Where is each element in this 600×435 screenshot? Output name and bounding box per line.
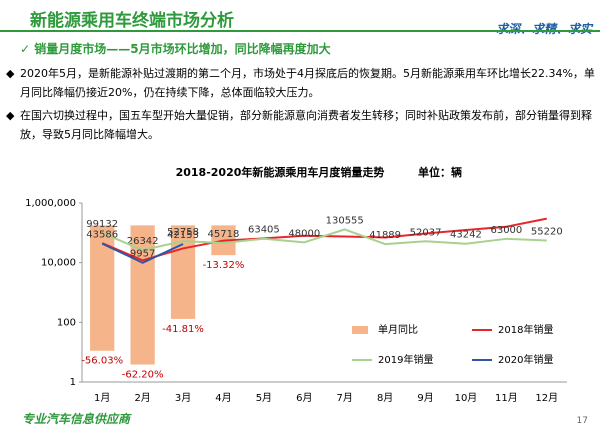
data-label: 55220 (531, 227, 563, 238)
bullet: 2020年5月，是新能源补贴过渡期的第二个月，市场处于4月探底后的恢复期。5月新… (6, 64, 600, 102)
data-label: 99132 (86, 219, 118, 230)
data-label: 45718 (208, 229, 240, 240)
data-label: 9957 (130, 249, 155, 260)
x-tick-label: 11月 (495, 392, 518, 404)
data-label: 43242 (450, 230, 482, 241)
data-label: 63000 (490, 225, 522, 236)
slogan: 求深、求精、求实 (495, 22, 592, 36)
subtitle: ✓ 销量月度市场——5月市场环比增加，同比降幅再度加大 (20, 42, 331, 56)
y-tick-label: 1 (70, 377, 76, 388)
x-tick-label: 9月 (417, 392, 433, 404)
legend-label: 单月同比 (378, 324, 418, 336)
legend-label: 2018年销量 (498, 323, 553, 336)
chart-title: 2018-2020年新能源乘用车月度销量走势 (176, 165, 385, 179)
x-tick-label: 7月 (337, 392, 353, 404)
y-tick-label: 1,000,000 (25, 198, 76, 209)
x-tick-label: 6月 (296, 392, 312, 404)
bullet: 在国六切换过程中，国五车型开始大量促销，部分新能源意向消费者发生转移；同时补贴政… (6, 106, 600, 144)
data-label: 43586 (86, 230, 118, 241)
x-tick-label: 5月 (256, 392, 272, 404)
data-label: 52037 (410, 227, 442, 238)
x-tick-label: 10月 (455, 392, 478, 404)
data-label: 26342 (127, 236, 159, 247)
divider (0, 30, 600, 32)
x-tick-label: 4月 (215, 392, 231, 404)
footer: 专业汽车信息供应商 (22, 412, 131, 426)
data-label: 52758 (167, 227, 199, 238)
line (101, 228, 547, 252)
bar-label: -13.32% (203, 260, 245, 271)
x-tick-label: 8月 (377, 392, 393, 404)
x-tick-label: 12月 (535, 392, 558, 404)
data-label: 130555 (326, 215, 364, 226)
chart-unit: 单位：辆 (418, 165, 462, 179)
y-tick-label: 100 (57, 317, 76, 328)
x-tick-label: 3月 (175, 392, 191, 404)
line (101, 242, 184, 264)
bar-label: -56.03% (81, 356, 123, 367)
bar-label: -41.81% (162, 324, 204, 335)
legend-label: 2020年销量 (498, 353, 553, 366)
subtitle-text: 销量月度市场——5月市场环比增加，同比降幅再度加大 (34, 42, 331, 56)
legend-label: 2019年销量 (378, 353, 433, 366)
y-tick-label: 10,000 (41, 258, 76, 269)
bar-label: -62.20% (122, 370, 164, 381)
page-number: 17 (576, 416, 588, 426)
x-tick-label: 1月 (94, 392, 110, 404)
data-label: 42153 (167, 230, 199, 241)
data-label: 63405 (248, 225, 280, 236)
legend-swatch (352, 326, 368, 334)
data-label: 48000 (288, 228, 320, 239)
slide-title: 新能源乘用车终端市场分析 (30, 11, 234, 31)
x-tick-label: 2月 (134, 392, 150, 404)
data-label: 41889 (369, 230, 401, 241)
